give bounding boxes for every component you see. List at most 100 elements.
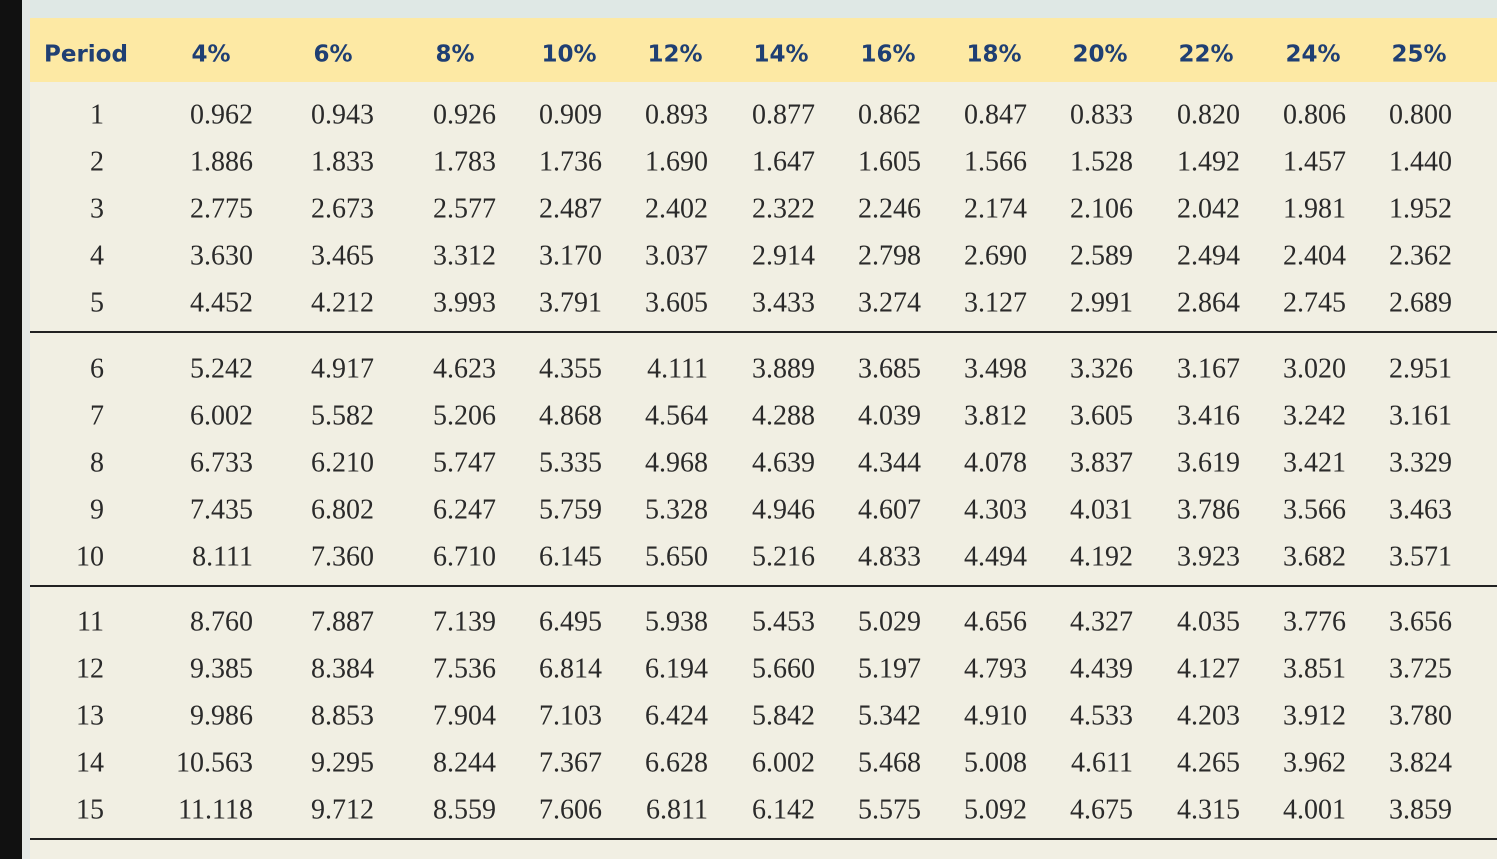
- factor-cell: 2.106: [1070, 193, 1133, 224]
- factor-cell: 0.893: [645, 99, 708, 130]
- factor-cell: 3.161: [1389, 400, 1452, 431]
- factor-cell: 7.435: [190, 494, 253, 525]
- factor-cell: 5.008: [964, 747, 1027, 778]
- period-cell: 15: [76, 794, 104, 825]
- factor-cell: 3.656: [1389, 606, 1452, 637]
- factor-cell: 4.031: [1070, 494, 1133, 525]
- factor-cell: 8.559: [433, 794, 496, 825]
- factor-cell: 3.463: [1389, 494, 1452, 525]
- factor-cell: 2.864: [1177, 287, 1240, 318]
- factor-cell: 4.968: [645, 447, 708, 478]
- factor-cell: 3.170: [539, 240, 602, 271]
- column-header: 16%: [860, 42, 915, 68]
- factor-cell: 3.465: [311, 240, 374, 271]
- period-cell: 4: [90, 240, 104, 271]
- factor-cell: 5.216: [752, 541, 815, 572]
- factor-cell: 1.647: [752, 146, 815, 177]
- factor-cell: 4.035: [1177, 606, 1240, 637]
- period-cell: 10: [76, 541, 104, 572]
- factor-cell: 4.203: [1177, 700, 1240, 731]
- factor-cell: 6.802: [311, 494, 374, 525]
- column-header: Period: [44, 42, 128, 68]
- factor-cell: 0.833: [1070, 99, 1133, 130]
- factor-cell: 5.029: [858, 606, 921, 637]
- factor-cell: 3.605: [1070, 400, 1133, 431]
- factor-cell: 2.404: [1283, 240, 1346, 271]
- factor-cell: 3.812: [964, 400, 1027, 431]
- column-header: 22%: [1178, 42, 1233, 68]
- factor-cell: 3.167: [1177, 353, 1240, 384]
- factor-cell: 7.103: [539, 700, 602, 731]
- factor-cell: 4.868: [539, 400, 602, 431]
- factor-cell: 2.673: [311, 193, 374, 224]
- factor-cell: 3.329: [1389, 447, 1452, 478]
- factor-cell: 6.210: [311, 447, 374, 478]
- factor-cell: 4.494: [964, 541, 1027, 572]
- factor-cell: 6.628: [645, 747, 708, 778]
- factor-cell: 8.244: [433, 747, 496, 778]
- factor-cell: 2.689: [1389, 287, 1452, 318]
- column-header: 20%: [1072, 42, 1127, 68]
- factor-cell: 5.938: [645, 606, 708, 637]
- factor-cell: 3.498: [964, 353, 1027, 384]
- period-cell: 6: [90, 353, 104, 384]
- period-cell: 2: [90, 146, 104, 177]
- factor-cell: 7.367: [539, 747, 602, 778]
- factor-cell: 4.212: [311, 287, 374, 318]
- column-header: 4%: [191, 42, 230, 68]
- factor-cell: 2.246: [858, 193, 921, 224]
- period-cell: 11: [77, 606, 104, 637]
- factor-cell: 3.605: [645, 287, 708, 318]
- factor-cell: 2.042: [1177, 193, 1240, 224]
- factor-cell: 6.247: [433, 494, 496, 525]
- factor-cell: 7.887: [311, 606, 374, 637]
- factor-cell: 3.837: [1070, 447, 1133, 478]
- factor-cell: 8.384: [311, 653, 374, 684]
- factor-cell: 1.528: [1070, 146, 1133, 177]
- factor-cell: 1.783: [433, 146, 496, 177]
- factor-cell: 7.536: [433, 653, 496, 684]
- factor-cell: 6.424: [645, 700, 708, 731]
- factor-cell: 2.798: [858, 240, 921, 271]
- top-strip: [0, 0, 1497, 18]
- factor-cell: 2.991: [1070, 287, 1133, 318]
- factor-cell: 5.575: [858, 794, 921, 825]
- factor-cell: 5.660: [752, 653, 815, 684]
- factor-cell: 4.127: [1177, 653, 1240, 684]
- factor-cell: 5.206: [433, 400, 496, 431]
- factor-cell: 3.326: [1070, 353, 1133, 384]
- factor-cell: 1.736: [539, 146, 602, 177]
- factor-cell: 2.589: [1070, 240, 1133, 271]
- factor-cell: 9.712: [311, 794, 374, 825]
- factor-cell: 3.962: [1283, 747, 1346, 778]
- factor-cell: 4.327: [1070, 606, 1133, 637]
- factor-cell: 3.912: [1283, 700, 1346, 731]
- factor-cell: 1.566: [964, 146, 1027, 177]
- factor-cell: 4.639: [752, 447, 815, 478]
- factor-cell: 0.943: [311, 99, 374, 130]
- period-cell: 12: [76, 653, 104, 684]
- period-cell: 7: [90, 400, 104, 431]
- factor-cell: 3.824: [1389, 747, 1452, 778]
- factor-cell: 5.747: [433, 447, 496, 478]
- factor-cell: 6.002: [190, 400, 253, 431]
- factor-cell: 6.194: [645, 653, 708, 684]
- factor-cell: 2.745: [1283, 287, 1346, 318]
- factor-cell: 5.650: [645, 541, 708, 572]
- factor-cell: 4.439: [1070, 653, 1133, 684]
- factor-cell: 4.039: [858, 400, 921, 431]
- factor-cell: 2.690: [964, 240, 1027, 271]
- factor-cell: 8.111: [192, 541, 253, 572]
- factor-cell: 5.328: [645, 494, 708, 525]
- factor-cell: 5.092: [964, 794, 1027, 825]
- factor-cell: 0.909: [539, 99, 602, 130]
- period-cell: 3: [90, 193, 104, 224]
- left-edge: [0, 0, 22, 859]
- factor-cell: 4.344: [858, 447, 921, 478]
- factor-cell: 2.322: [752, 193, 815, 224]
- period-cell: 1: [90, 99, 104, 130]
- factor-cell: 4.611: [1071, 747, 1133, 778]
- factor-cell: 1.457: [1283, 146, 1346, 177]
